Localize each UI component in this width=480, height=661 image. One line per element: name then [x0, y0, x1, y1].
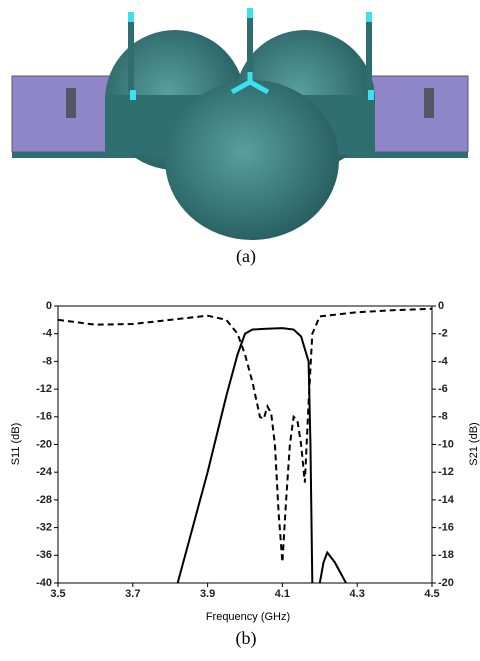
y-tick-label: -4	[42, 328, 53, 340]
figure: (a) Frequency (GHz) S11 (dB) S21 (dB) (b…	[0, 0, 480, 656]
x-tick-label: 3.9	[200, 588, 215, 600]
y2-tick-label: -6	[438, 383, 448, 395]
x-tick-label: 4.5	[424, 588, 439, 600]
y2-tick-label: -10	[438, 438, 454, 450]
caption: (a)	[236, 246, 256, 267]
y2-tick-label: -14	[438, 494, 455, 506]
plot-frame	[58, 306, 432, 583]
y-axis-label: S11 (dB)	[10, 423, 22, 466]
y-tick-label: -32	[36, 522, 52, 534]
x-tick-label: 3.7	[125, 588, 140, 600]
y2-tick-label: -20	[438, 577, 454, 589]
x-tick-label: 3.5	[50, 588, 65, 600]
y-tick-label: -8	[42, 355, 52, 367]
y-tick-label: -28	[36, 494, 52, 506]
y-tick-label: -40	[36, 577, 52, 589]
y2-axis-label: S21 (dB)	[468, 422, 480, 465]
y2-tick-label: -16	[438, 522, 454, 534]
y-tick-label: 0	[46, 300, 52, 312]
caption: (b)	[236, 628, 257, 649]
antenna-render	[12, 8, 468, 240]
x-axis-label: Frequency (GHz)	[206, 611, 290, 623]
series-line	[178, 328, 346, 583]
y-tick-label: -24	[36, 466, 53, 478]
y-tick-label: -16	[36, 411, 52, 423]
x-tick-label: 4.1	[275, 588, 290, 600]
y2-tick-label: -8	[438, 411, 448, 423]
y-tick-label: -12	[36, 383, 52, 395]
y2-tick-label: -12	[438, 466, 454, 478]
y-tick-label: -20	[36, 438, 52, 450]
y2-tick-label: -2	[438, 328, 448, 340]
y2-tick-label: -18	[438, 549, 454, 561]
y-tick-label: -36	[36, 549, 52, 561]
series-line	[58, 309, 432, 562]
y2-tick-label: 0	[438, 300, 444, 312]
x-tick-label: 4.3	[350, 588, 365, 600]
y2-tick-label: -4	[438, 355, 449, 367]
